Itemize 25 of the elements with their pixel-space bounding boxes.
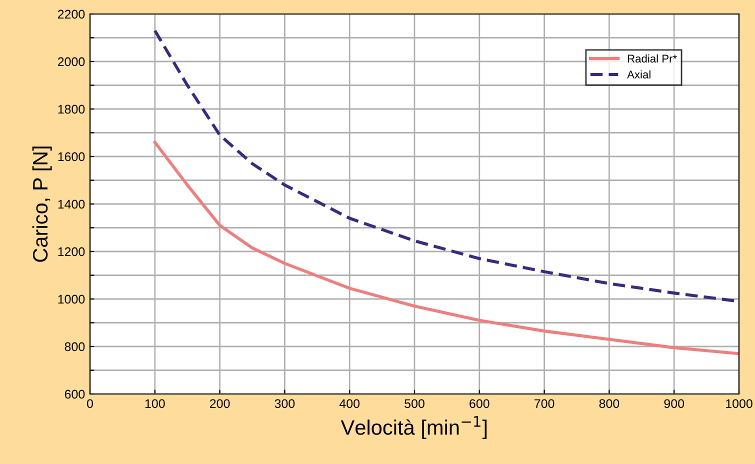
y-tick-label: 1600 (58, 152, 85, 162)
x-tick-label: 700 (534, 399, 554, 408)
y-tick-label: 2000 (58, 57, 85, 66)
legend-label: Axial (627, 70, 650, 78)
y-tick-label: 1400 (58, 200, 85, 209)
y-tick-label: 1200 (58, 247, 85, 256)
legend-label: Radial Pr* (628, 54, 677, 63)
x-tick-label: 400 (339, 399, 360, 408)
x-tick-label: 600 (470, 399, 490, 408)
y-tick-label: 2200 (58, 10, 85, 19)
line-series (153, 140, 739, 356)
x-tick-label: 900 (664, 399, 684, 408)
x-tick-label: 800 (599, 399, 620, 408)
x-axis-title: Velocità [min$^{−1}$] (340, 416, 487, 439)
x-tick-label: 1000 (726, 399, 752, 408)
x-tick-label: 0 (87, 399, 93, 408)
x-tick-label: 500 (404, 399, 424, 408)
y-tick-label: 1000 (58, 294, 85, 304)
y-tick-label: 1800 (58, 104, 85, 114)
x-tick-label: 200 (210, 399, 230, 408)
x-tick-label: 300 (274, 399, 295, 408)
x-tick-label: 100 (145, 399, 165, 408)
y-axis-title: Carico, P [N] (32, 146, 52, 262)
y-tick-label: 800 (64, 342, 85, 352)
y-tick-label: 600 (64, 390, 85, 399)
